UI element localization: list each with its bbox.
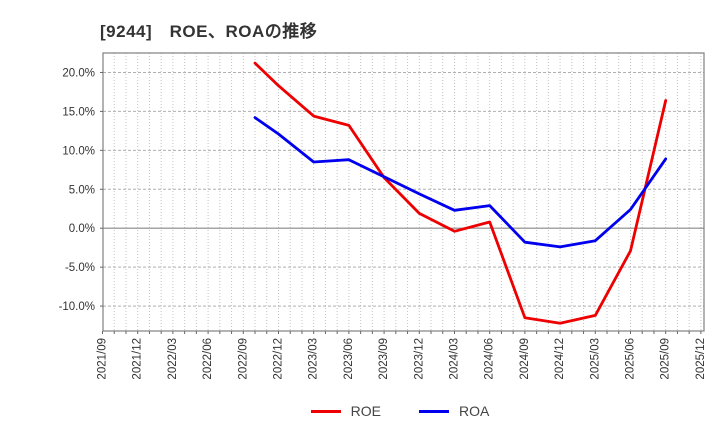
svg-text:-5.0%: -5.0%	[65, 262, 95, 274]
svg-text:2022/09: 2022/09	[237, 338, 249, 380]
chart-title: [9244] ROE、ROAの推移	[100, 22, 318, 41]
svg-text:2024/09: 2024/09	[519, 338, 531, 380]
svg-text:2021/09: 2021/09	[97, 338, 109, 380]
svg-text:20.0%: 20.0%	[62, 67, 95, 79]
svg-text:0.0%: 0.0%	[69, 223, 95, 235]
legend-item-roe: ROE	[310, 403, 381, 419]
svg-text:2021/12: 2021/12	[132, 338, 144, 380]
svg-text:2022/06: 2022/06	[202, 338, 214, 380]
svg-text:2025/03: 2025/03	[589, 338, 601, 380]
roa-line-swatch-icon	[419, 409, 449, 413]
svg-text:10.0%: 10.0%	[62, 145, 95, 157]
svg-text:2025/12: 2025/12	[695, 338, 707, 380]
svg-text:2023/06: 2023/06	[343, 338, 355, 380]
svg-text:2022/12: 2022/12	[272, 338, 284, 380]
legend-label-roa: ROA	[459, 403, 490, 419]
svg-text:2023/03: 2023/03	[308, 338, 320, 380]
svg-text:2022/03: 2022/03	[167, 338, 179, 380]
svg-text:2023/12: 2023/12	[413, 338, 425, 380]
legend-item-roa: ROA	[419, 403, 489, 419]
svg-text:2025/06: 2025/06	[624, 338, 636, 380]
chart-legend: ROE ROA	[0, 403, 720, 419]
svg-text:5.0%: 5.0%	[69, 184, 95, 196]
svg-text:2024/06: 2024/06	[484, 338, 496, 380]
roe-line-swatch-icon	[310, 409, 341, 413]
svg-text:2025/09: 2025/09	[660, 338, 672, 380]
svg-text:15.0%: 15.0%	[62, 106, 95, 118]
svg-text:2024/12: 2024/12	[554, 338, 566, 380]
svg-text:2024/03: 2024/03	[448, 338, 460, 380]
svg-text:-10.0%: -10.0%	[59, 301, 95, 313]
svg-text:2023/09: 2023/09	[378, 338, 390, 380]
legend-label-roe: ROE	[350, 403, 381, 419]
